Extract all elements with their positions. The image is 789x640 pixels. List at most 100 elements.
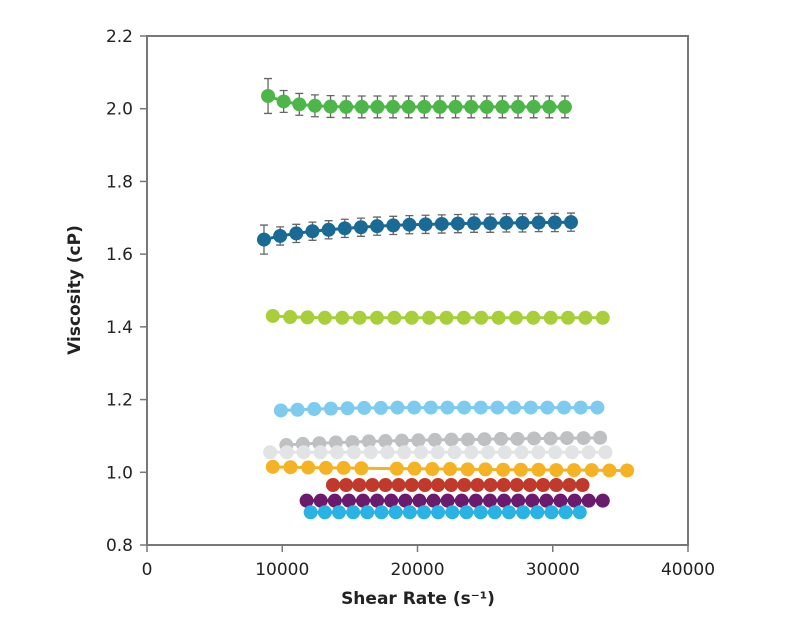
data-point xyxy=(460,432,475,447)
data-point xyxy=(357,400,372,415)
data-point xyxy=(389,461,404,476)
data-point xyxy=(602,463,617,478)
data-point xyxy=(307,98,322,113)
data-point xyxy=(501,505,516,520)
data-point xyxy=(299,493,314,508)
data-point xyxy=(265,459,280,474)
data-point xyxy=(431,478,446,493)
data-point xyxy=(468,493,483,508)
data-point xyxy=(595,310,610,325)
data-point xyxy=(300,310,315,325)
data-point xyxy=(557,99,572,114)
data-point xyxy=(430,445,445,460)
data-point xyxy=(427,432,442,447)
data-point xyxy=(373,400,388,415)
data-point xyxy=(460,462,475,477)
data-point xyxy=(523,400,538,415)
data-point xyxy=(401,99,416,114)
data-point xyxy=(391,478,406,493)
data-point xyxy=(289,226,304,241)
data-point xyxy=(575,478,590,493)
data-point xyxy=(404,310,419,325)
data-point xyxy=(352,310,367,325)
data-point xyxy=(423,400,438,415)
data-point xyxy=(354,99,369,114)
data-point xyxy=(390,400,405,415)
data-point xyxy=(318,460,333,475)
data-point xyxy=(595,493,610,508)
data-point xyxy=(496,478,511,493)
data-point xyxy=(386,99,401,114)
data-point xyxy=(317,310,332,325)
data-point xyxy=(539,493,554,508)
series-orange xyxy=(265,459,635,478)
data-point xyxy=(444,432,459,447)
data-point xyxy=(384,493,399,508)
data-point xyxy=(578,310,593,325)
data-point xyxy=(548,445,563,460)
data-point xyxy=(313,445,328,460)
data-point xyxy=(418,217,433,232)
x-tick-label: 10000 xyxy=(255,560,309,580)
data-point xyxy=(509,478,524,493)
data-point xyxy=(346,505,361,520)
data-point xyxy=(557,400,572,415)
data-point xyxy=(444,478,459,493)
data-point xyxy=(422,310,437,325)
data-point xyxy=(407,461,422,476)
data-point xyxy=(317,505,332,520)
data-point xyxy=(516,505,531,520)
data-point xyxy=(370,99,385,114)
data-point xyxy=(337,221,352,236)
y-tick-label: 1.8 xyxy=(106,172,133,192)
data-point xyxy=(456,310,471,325)
series-lime xyxy=(265,308,610,325)
data-point xyxy=(439,310,454,325)
data-point xyxy=(256,232,271,247)
data-point xyxy=(440,493,455,508)
data-point xyxy=(526,310,541,325)
data-point xyxy=(531,215,546,230)
x-tick-label: 30000 xyxy=(526,560,580,580)
data-point xyxy=(327,493,342,508)
data-point xyxy=(598,445,613,460)
data-point xyxy=(404,478,419,493)
data-point xyxy=(483,216,498,231)
data-point xyxy=(325,478,340,493)
data-point xyxy=(374,505,389,520)
data-point xyxy=(353,220,368,235)
data-point xyxy=(527,431,542,446)
data-point xyxy=(354,461,369,476)
data-point xyxy=(584,463,599,478)
data-point xyxy=(412,493,427,508)
data-point xyxy=(402,217,417,232)
data-point xyxy=(531,462,546,477)
data-point xyxy=(459,505,474,520)
data-point xyxy=(497,493,512,508)
data-point xyxy=(482,493,497,508)
data-point xyxy=(386,218,401,233)
data-point xyxy=(497,445,512,460)
data-point xyxy=(303,505,318,520)
data-point xyxy=(514,445,529,460)
data-point xyxy=(273,228,288,243)
data-point xyxy=(360,505,375,520)
data-point xyxy=(513,462,528,477)
data-point xyxy=(450,216,465,231)
data-point xyxy=(331,505,346,520)
data-point xyxy=(470,478,485,493)
data-point xyxy=(323,401,338,416)
data-point xyxy=(431,505,446,520)
data-point xyxy=(530,505,545,520)
x-tick-label: 40000 xyxy=(661,560,715,580)
data-point xyxy=(510,431,525,446)
data-point xyxy=(323,99,338,114)
data-point xyxy=(346,445,361,460)
data-point xyxy=(477,432,492,447)
data-point xyxy=(336,460,351,475)
data-point xyxy=(321,222,336,237)
data-point xyxy=(447,445,462,460)
series-green xyxy=(261,77,572,119)
data-point xyxy=(454,493,469,508)
